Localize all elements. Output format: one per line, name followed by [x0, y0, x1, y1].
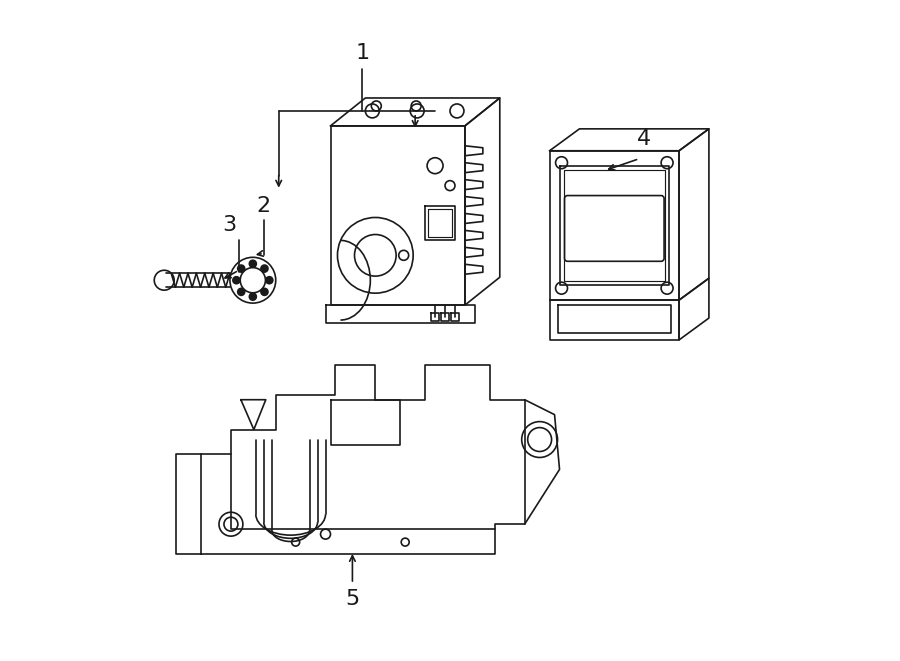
Text: 5: 5	[346, 589, 359, 609]
Text: 3: 3	[222, 215, 236, 235]
Circle shape	[266, 277, 272, 283]
Circle shape	[250, 293, 256, 299]
Circle shape	[238, 266, 245, 272]
Text: 4: 4	[637, 129, 652, 149]
Circle shape	[261, 289, 267, 295]
Circle shape	[234, 277, 239, 283]
Circle shape	[261, 266, 267, 272]
Text: 1: 1	[356, 43, 369, 63]
Text: 2: 2	[256, 196, 271, 215]
Circle shape	[250, 261, 256, 267]
Circle shape	[238, 289, 245, 295]
